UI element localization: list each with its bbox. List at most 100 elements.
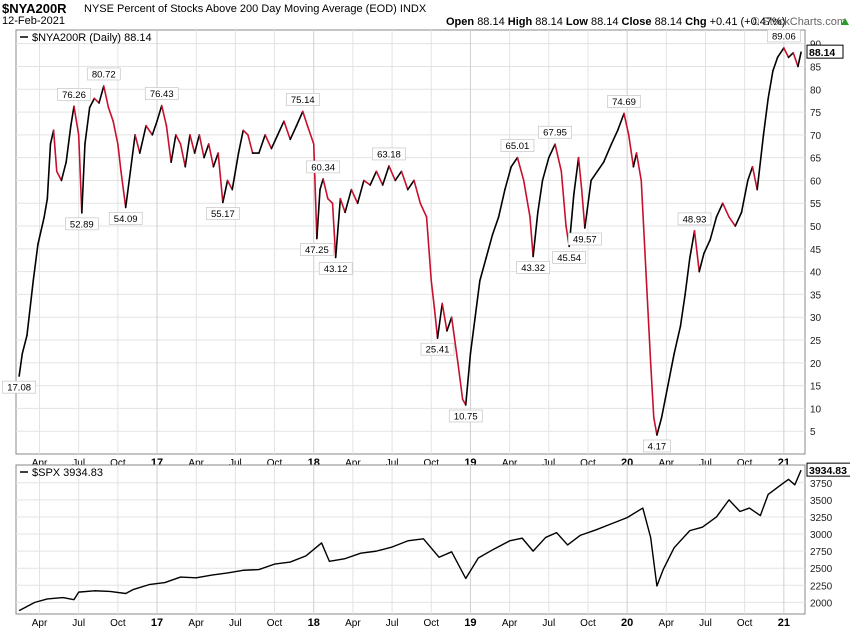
nya200r-line-segment <box>450 316 459 364</box>
nya200r-line-segment <box>65 124 72 164</box>
nya200r-line-segment <box>306 124 315 145</box>
nya200r-line-segment <box>787 51 795 59</box>
nya200r-line-segment <box>610 129 619 145</box>
nya200r-line-segment <box>645 270 652 364</box>
nya200r-y-tick-label: 55 <box>810 199 822 210</box>
nya200r-line-segment <box>198 134 205 159</box>
nya200r-y-tick-label: 20 <box>810 359 822 370</box>
spx-x-tick-label: 21 <box>778 617 790 629</box>
spx-y-tick-label: 3250 <box>810 513 833 524</box>
nya200r-annotation-box <box>767 29 801 43</box>
nya200r-line-segment <box>497 188 506 218</box>
nya200r-line-segment <box>504 165 512 191</box>
open-value: 88.14 <box>477 16 505 28</box>
nya200r-line-segment <box>356 179 365 205</box>
nya200r-line-segment <box>413 179 422 205</box>
nya200r-line-segment <box>388 165 397 182</box>
nya200r-line-segment <box>26 279 35 337</box>
nya200r-line-segment <box>751 165 759 191</box>
nya200r-y-tick-label: 25 <box>810 336 822 347</box>
nya200r-y-tick-label: 80 <box>810 85 822 96</box>
chg-value: +0.41 (+0.47%) <box>709 16 786 28</box>
nya200r-annotation-box <box>607 95 641 108</box>
nya200r-line-segment <box>560 170 567 227</box>
nya200r-line-segment <box>319 178 324 191</box>
nya200r-line-segment <box>52 129 58 173</box>
nya200r-line-segment <box>276 120 285 136</box>
nya200r-annotation-label: 52.89 <box>70 219 94 230</box>
nya200r-line-segment <box>580 188 586 229</box>
nya200r-annotation-label: 48.93 <box>683 214 707 225</box>
nya200r-x-tick-label: Jul <box>386 458 399 469</box>
nya200r-line-segment <box>709 216 718 241</box>
spx-x-tick-label: 19 <box>464 617 476 629</box>
spx-last-value-label: 3934.83 <box>809 465 847 477</box>
nya200r-line-segment <box>222 179 229 204</box>
nya200r-line-segment <box>312 143 318 240</box>
nya200r-x-tick-label: Apr <box>345 458 361 469</box>
nya200r-x-tick-label: Jul <box>229 458 242 469</box>
nya200r-x-tick-label: Jul <box>699 458 712 469</box>
nya200r-x-tick-label: Apr <box>659 458 675 469</box>
chg-label: Chg <box>685 16 707 28</box>
nya200r-line-segment <box>689 230 696 259</box>
nya200r-line-segment <box>375 170 384 186</box>
nya200r-line-segment <box>60 161 67 182</box>
chart-date: 12-Feb-2021 <box>2 15 65 27</box>
nya200r-line-segment <box>264 134 273 150</box>
nya200r-annotation-label: 74.69 <box>612 97 636 108</box>
nya200r-annotation-label: 80.72 <box>92 69 116 80</box>
nya200r-line-segment <box>117 143 122 173</box>
nya200r-line-segment <box>446 316 453 332</box>
nya200r-y-tick-label: 70 <box>810 131 822 142</box>
spx-x-tick-label: Jul <box>386 618 399 629</box>
nya200r-line-segment <box>77 134 83 214</box>
nya200r-annotation-box <box>65 217 99 231</box>
nya200r-line-segment <box>703 238 711 255</box>
nya200r-annotation-label: 89.06 <box>772 31 796 42</box>
up-triangle-icon <box>841 18 849 25</box>
nya200r-line-segment <box>693 230 701 273</box>
nya200r-line-segment <box>175 134 182 145</box>
nya200r-annotation-box <box>677 212 712 226</box>
nya200r-annotation-label: 4.17 <box>648 441 667 452</box>
nya200r-line-segment <box>107 106 114 122</box>
spx-legend-label: $SPX 3934.83 <box>32 467 103 479</box>
nya200r-line-segment <box>640 179 647 273</box>
spx-y-tick-label: 2250 <box>810 581 833 592</box>
nya200r-annotation-box <box>552 251 586 264</box>
nya200r-last-value-label: 88.14 <box>809 47 835 59</box>
nya200r-line-segment <box>43 197 49 218</box>
nya200r-line-segment <box>88 97 96 109</box>
nya200r-annotation-box <box>206 207 240 220</box>
nya200r-x-tick-label: Oct <box>737 458 753 469</box>
nya200r-line-segment <box>46 143 52 200</box>
close-label: Close <box>621 16 652 28</box>
nya200r-line-segment <box>247 134 254 154</box>
nya200r-line-segment <box>491 216 500 236</box>
nya200r-line-segment <box>762 97 769 136</box>
nya200r-line-segment <box>797 51 802 68</box>
spx-y-tick-label: 3750 <box>810 479 833 490</box>
nya200r-line-segment <box>270 134 279 150</box>
nya200r-annotation-box <box>300 243 334 256</box>
nya200r-line-segment <box>684 257 691 296</box>
nya200r-line-segment <box>217 152 224 204</box>
spx-series-line <box>18 469 802 612</box>
nya200r-line-segment <box>406 179 415 191</box>
nya200r-y-tick-label: 50 <box>810 222 822 233</box>
nya200r-last-value-box <box>806 44 844 59</box>
spx-x-tick-label: Jul <box>699 618 712 629</box>
nya200r-annotation-box <box>516 261 550 274</box>
nya200r-line-segment <box>170 134 177 164</box>
nya200r-line-segment <box>635 152 643 182</box>
chart-description: NYSE Percent of Stocks Above 200 Day Mov… <box>84 3 426 15</box>
nya200r-line-segment <box>145 124 154 136</box>
nya200r-line-segment <box>584 179 592 229</box>
nya200r-line-segment <box>783 47 790 59</box>
nya200r-line-segment <box>18 352 24 377</box>
spx-last-value-box <box>806 462 850 477</box>
nya200r-line-segment <box>433 307 439 339</box>
nya200r-annotation-label: 60.34 <box>311 162 335 173</box>
